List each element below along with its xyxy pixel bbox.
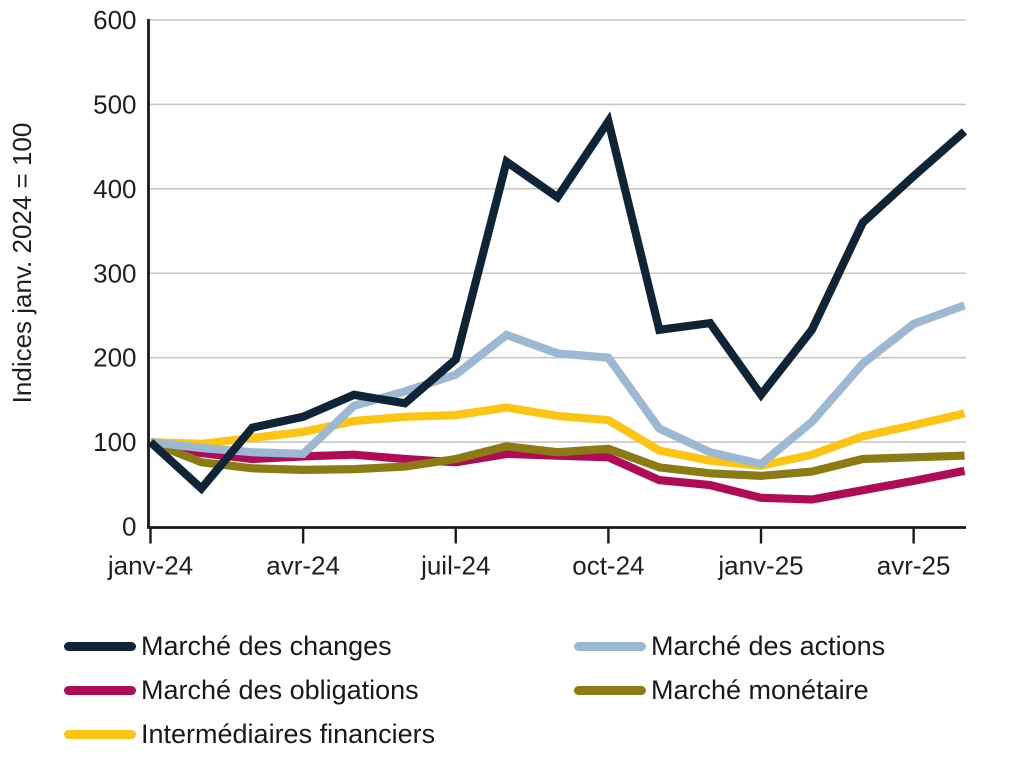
series-layer — [147, 111, 968, 504]
legend-item-intermédiaires-financiers: Intermédiaires financiers — [64, 718, 574, 749]
y-tick-label-100: 100 — [93, 427, 136, 457]
chart-legend: Marché des changes Marché des actions Marc… — [64, 624, 994, 756]
y-tick-label-600: 600 — [93, 5, 136, 35]
series-line-marché-des-actions — [150, 301, 966, 469]
legend-label: Marché des actions — [651, 630, 886, 661]
x-tick-label-oct-24: oct-24 — [572, 551, 644, 581]
legend-item-marché-des-obligations: Marché des obligations — [64, 674, 574, 705]
x-tick-label-janv-24: janv-24 — [107, 551, 193, 581]
legend-label: Marché des changes — [141, 630, 392, 661]
axis-labels-layer: 0 100 200 300 400 500 600 janv-24 avr-24 juil-24 o… — [93, 5, 950, 581]
x-tick-label-janv-25: janv-25 — [717, 551, 803, 581]
gridlines-layer — [148, 19, 966, 443]
series-line-marché-des-changes — [147, 111, 968, 495]
y-tick-label-0: 0 — [122, 512, 136, 542]
chart-canvas: 0 100 200 300 400 500 600 janv-24 avr-24 juil-24 o… — [7, 5, 968, 581]
y-tick-label-500: 500 — [93, 89, 136, 119]
legend-swatch-icon — [64, 729, 136, 739]
legend-label: Marché monétaire — [651, 674, 869, 705]
legend-item-marché-monétaire: Marché monétaire — [574, 674, 994, 705]
legend-item-marché-des-changes: Marché des changes — [64, 630, 574, 661]
legend-swatch-icon — [574, 685, 646, 695]
y-tick-label-400: 400 — [93, 174, 136, 204]
legend-swatch-icon — [64, 641, 136, 651]
y-tick-label-300: 300 — [93, 258, 136, 288]
x-tick-label-juil-24: juil-24 — [420, 551, 490, 581]
legend-label: Intermédiaires financiers — [141, 718, 436, 749]
x-tick-label-avr-24: avr-24 — [266, 551, 340, 581]
legend-item-marché-des-actions: Marché des actions — [574, 630, 994, 661]
legend-swatch-icon — [64, 685, 136, 695]
series-line-marché-monétaire — [148, 438, 965, 481]
legend-label: Marché des obligations — [141, 674, 419, 705]
axes-layer — [147, 19, 966, 544]
series-line-intermédiaires-financiers — [150, 403, 966, 470]
legend-swatch-icon — [574, 641, 646, 651]
x-tick-label-avr-25: avr-25 — [877, 551, 951, 581]
y-tick-label-200: 200 — [93, 343, 136, 373]
y-axis-title: Indices janv. 2024 = 100 — [7, 123, 37, 404]
